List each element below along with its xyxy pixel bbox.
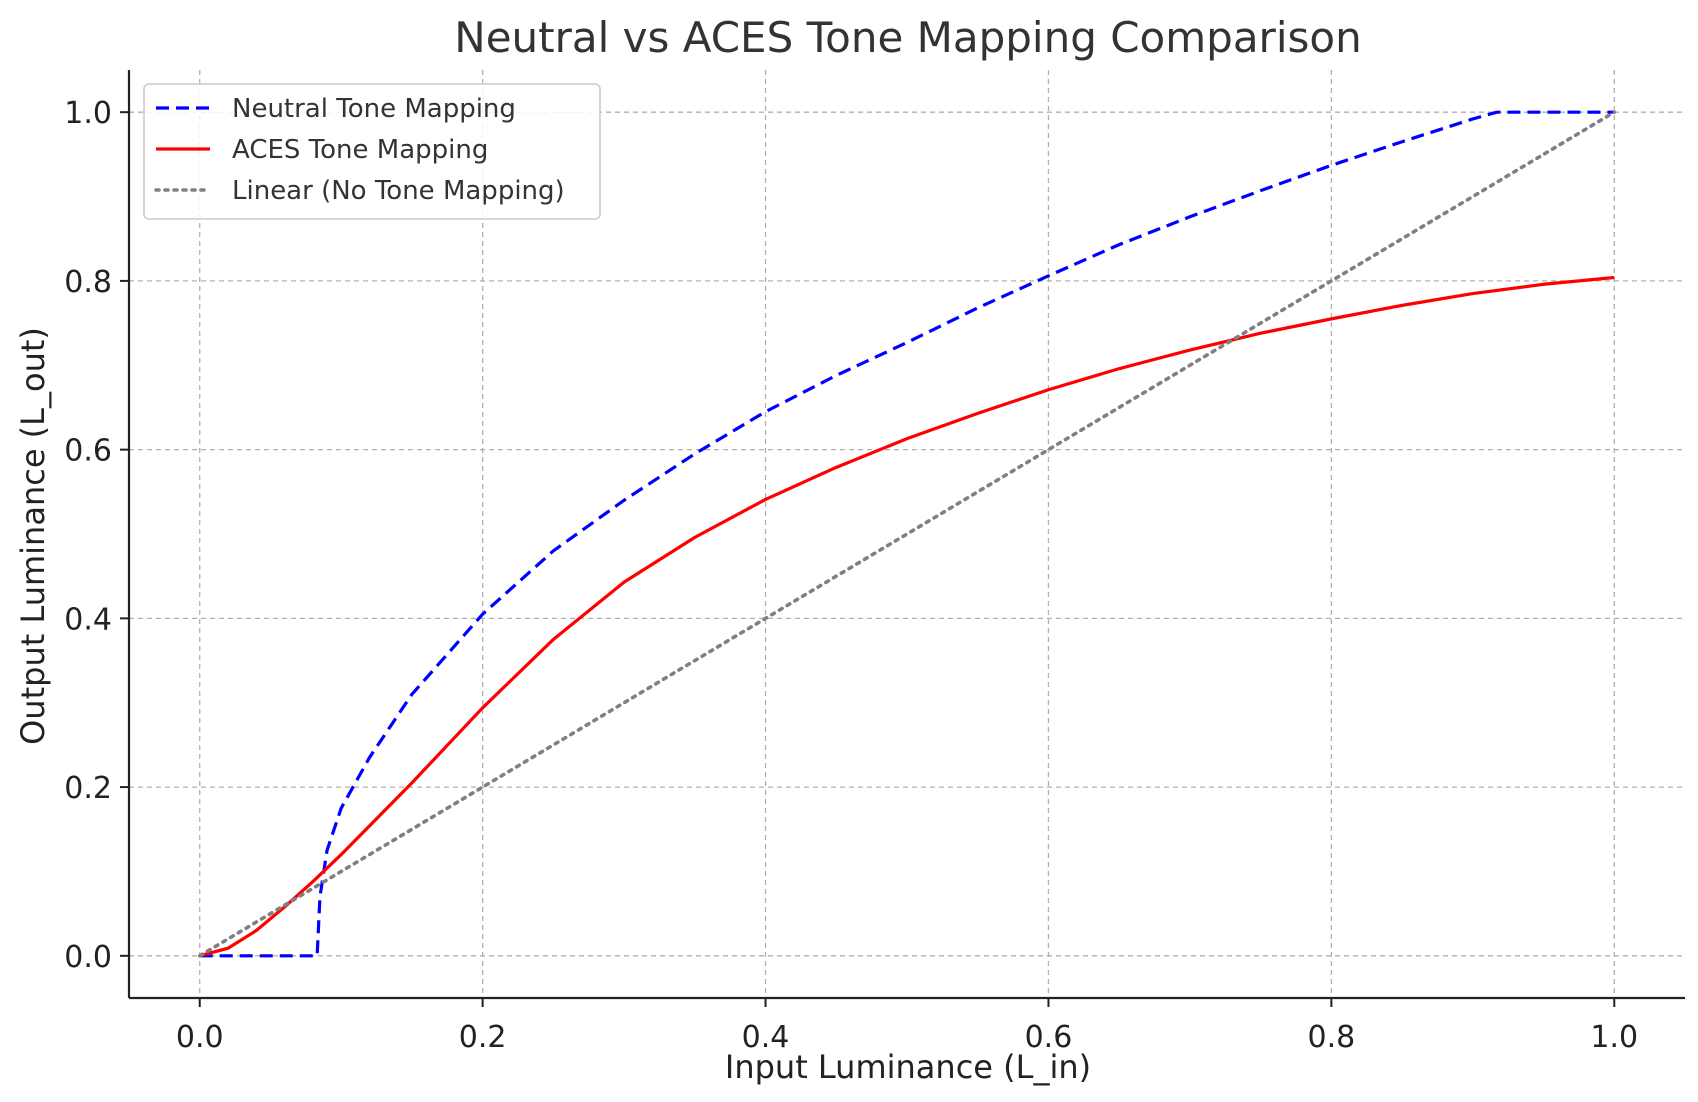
x-tick-label: 0.8 bbox=[1308, 1020, 1356, 1055]
legend-label: Linear (No Tone Mapping) bbox=[232, 176, 565, 206]
axes-layer: 0.0 0.2 0.4 0.6 0.8 1.0 0.0 0.2 0.4 0.6 0.8 1.0 bbox=[64, 70, 1685, 1055]
x-tick-label: 1.0 bbox=[1590, 1020, 1638, 1055]
x-tick-label: 0.0 bbox=[176, 1020, 224, 1055]
chart-title: Neutral vs ACES Tone Mapping Comparison bbox=[454, 13, 1361, 62]
y-tick-label: 0.8 bbox=[64, 265, 112, 300]
legend: Neutral Tone Mapping ACES Tone Mapping Lin… bbox=[143, 83, 601, 220]
legend-label: ACES Tone Mapping bbox=[232, 135, 488, 165]
y-tick-label: 0.0 bbox=[64, 940, 112, 975]
series-layer bbox=[197, 110, 1617, 958]
series-line-1 bbox=[199, 110, 1615, 958]
legend-box bbox=[143, 83, 601, 220]
y-tick-label: 0.6 bbox=[64, 434, 112, 469]
y-tick-label: 0.2 bbox=[64, 771, 112, 806]
x-tick-label: 0.6 bbox=[1025, 1020, 1073, 1055]
x-tick-label: 0.2 bbox=[459, 1020, 507, 1055]
series-line-3 bbox=[197, 110, 1617, 958]
x-tick-label: 0.4 bbox=[742, 1020, 790, 1055]
x-axis-label: Input Luminance (L_in) bbox=[725, 1048, 1091, 1086]
legend-label: Neutral Tone Mapping bbox=[232, 94, 516, 124]
y-axis-label: Output Luminance (L_out) bbox=[14, 327, 52, 745]
y-tick-label: 0.4 bbox=[64, 602, 112, 637]
series-line-2 bbox=[199, 275, 1615, 958]
grid-layer bbox=[129, 70, 1685, 998]
y-tick-label: 1.0 bbox=[64, 96, 112, 131]
